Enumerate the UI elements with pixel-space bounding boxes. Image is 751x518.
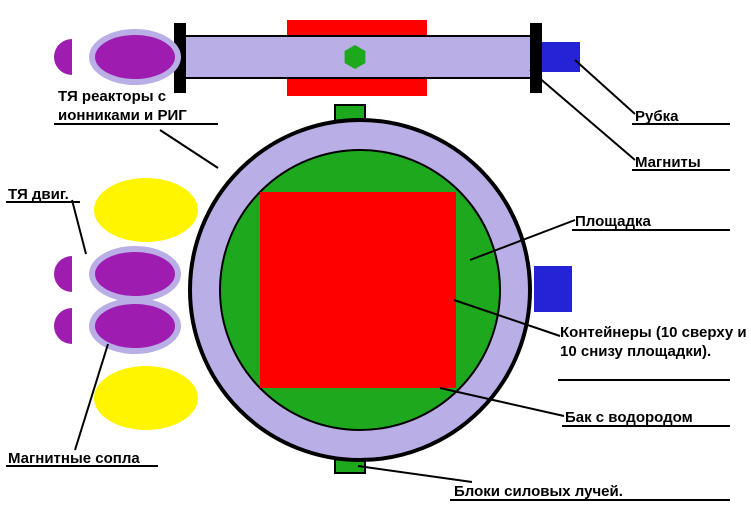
label-tya: ТЯ двиг.: [8, 186, 108, 205]
label-mag-nozzles: Магнитные сопла: [8, 450, 168, 469]
label-blocks: Блоки силовых лучей.: [454, 483, 704, 502]
label-magnets: Магниты: [635, 154, 735, 173]
label-tank: Бак с водородом: [565, 409, 751, 428]
diagram-svg: [0, 0, 751, 518]
label-rubka: Рубка: [635, 108, 735, 127]
label-containers: Контейнеры (10 сверху и 10 снизу площадк…: [560, 324, 750, 362]
label-reactors: ТЯ реакторы с ионниками и РИГ: [58, 88, 228, 126]
diagram-canvas: { "canvas":{"w":751,"h":518,"bg":"#fffff…: [0, 0, 751, 518]
label-platform: Площадка: [575, 213, 725, 232]
